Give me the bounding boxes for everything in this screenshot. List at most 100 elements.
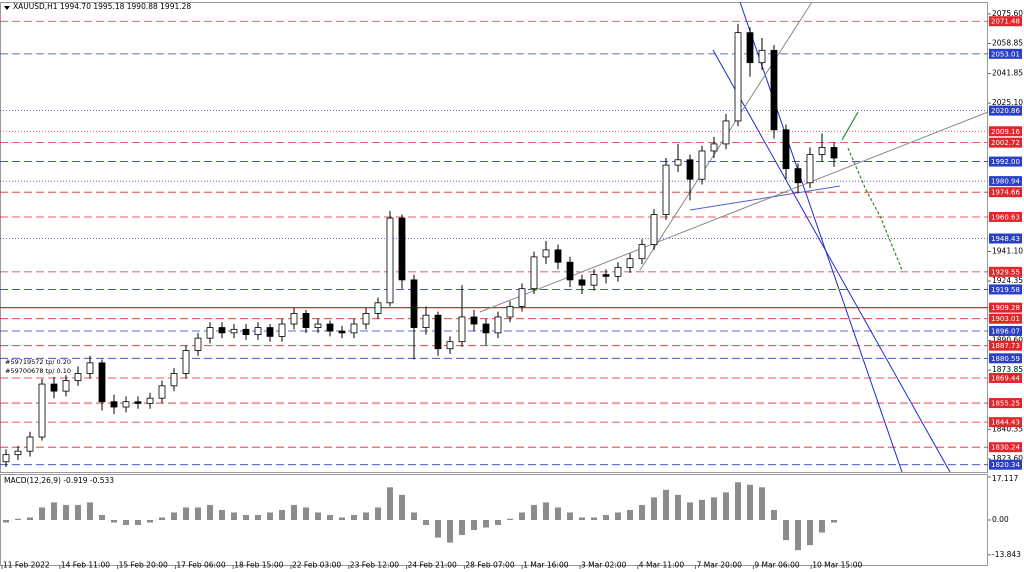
macd-bar bbox=[651, 497, 657, 520]
order-annotation: #59700678 tp/ 0.10 bbox=[5, 367, 71, 375]
candle-body bbox=[74, 373, 82, 381]
macd-bar bbox=[111, 520, 117, 523]
y-tick-label: 1924.35 bbox=[992, 276, 1023, 285]
candle-body bbox=[518, 288, 526, 307]
candle-body bbox=[398, 217, 406, 281]
macd-bar bbox=[543, 502, 549, 520]
candle-body bbox=[734, 32, 742, 122]
macd-bar bbox=[675, 494, 681, 520]
x-tick-label: 11 Feb 2022 bbox=[3, 561, 50, 570]
candle-body bbox=[770, 49, 778, 131]
candle-body bbox=[434, 314, 442, 350]
candle-body bbox=[158, 385, 166, 399]
level-label: 1919.58 bbox=[991, 286, 1020, 294]
candle-body bbox=[26, 436, 34, 452]
level-tag bbox=[989, 176, 1022, 187]
macd-bar bbox=[219, 509, 225, 520]
macd-bar bbox=[495, 520, 501, 526]
level-label: 2071.48 bbox=[991, 18, 1020, 26]
candle-body bbox=[722, 120, 730, 145]
candle-body bbox=[182, 350, 190, 374]
y-tick-label: -13.843 bbox=[992, 550, 1021, 559]
candle-body bbox=[818, 147, 826, 155]
macd-bar bbox=[639, 504, 645, 520]
forecast-arrow bbox=[841, 111, 859, 141]
level-label: 1960.63 bbox=[991, 213, 1020, 221]
candle-body bbox=[170, 373, 178, 387]
macd-bar bbox=[3, 520, 9, 523]
candle-body bbox=[590, 274, 598, 286]
macd-bar bbox=[567, 512, 573, 520]
candle-body bbox=[146, 397, 154, 404]
macd-bar bbox=[711, 497, 717, 520]
macd-bar bbox=[723, 492, 729, 520]
candle-body bbox=[254, 327, 262, 336]
macd-bar bbox=[231, 512, 237, 520]
candle-body bbox=[446, 341, 454, 350]
candle-body bbox=[386, 217, 394, 304]
level-label: 1929.55 bbox=[991, 268, 1020, 276]
y-tick-label: 1941.10 bbox=[992, 246, 1023, 255]
candle-body bbox=[830, 147, 838, 159]
y-tick-label: 2041.85 bbox=[992, 69, 1023, 78]
candle-body bbox=[698, 150, 706, 180]
macd-bar bbox=[351, 514, 357, 520]
trend-line bbox=[689, 185, 841, 211]
macd-bar bbox=[447, 520, 453, 543]
menu-arrow bbox=[4, 6, 10, 10]
x-tick-label: 28 Feb 07:00 bbox=[465, 561, 514, 570]
x-tick-label: 1 Mar 16:00 bbox=[523, 561, 569, 570]
foreground-layer: 2075.60 2058.85 2041.85 2025.10 1941.10 1924.… bbox=[1, 9, 1023, 570]
candle-body bbox=[194, 337, 202, 351]
candle-body bbox=[218, 327, 226, 334]
y-tick-label: 1823.60 bbox=[992, 454, 1023, 463]
macd-bar bbox=[27, 517, 33, 520]
macd-bar bbox=[39, 507, 45, 520]
x-tick-label: 24 Feb 21:00 bbox=[408, 561, 457, 570]
candle-body bbox=[134, 401, 142, 404]
candle-body bbox=[338, 330, 346, 334]
x-tick-label: 10 Mar 15:00 bbox=[812, 561, 862, 570]
candle-body bbox=[86, 362, 94, 374]
candle-body bbox=[470, 316, 478, 325]
candle-body bbox=[662, 164, 670, 215]
macd-bar bbox=[735, 482, 741, 520]
channel-line bbox=[712, 49, 951, 473]
level-tag bbox=[989, 137, 1022, 148]
macd-bar bbox=[15, 518, 21, 520]
level-tag bbox=[989, 126, 1022, 137]
candle-body bbox=[494, 316, 502, 334]
macd-bar bbox=[195, 507, 201, 520]
chart-title: XAUUSD,H1 1994.70 1995.18 1990.88 1991.2… bbox=[13, 2, 191, 11]
level-tag bbox=[989, 417, 1022, 428]
candle-body bbox=[422, 314, 430, 328]
candle-body bbox=[686, 159, 694, 180]
level-tag bbox=[989, 459, 1022, 470]
candle-body bbox=[806, 154, 814, 184]
level-label: 1948.43 bbox=[991, 235, 1020, 243]
macd-bar bbox=[699, 499, 705, 520]
level-tag bbox=[989, 442, 1022, 453]
forecast-arrow bbox=[847, 147, 903, 271]
y-tick-label: 1890.60 bbox=[992, 336, 1023, 345]
level-label: 2009.16 bbox=[991, 128, 1020, 136]
macd-bar bbox=[315, 512, 321, 520]
candle-body bbox=[410, 279, 418, 328]
macd-bar bbox=[363, 512, 369, 520]
candle-body bbox=[350, 323, 358, 334]
candle-body bbox=[638, 244, 646, 260]
macd-bar bbox=[483, 520, 489, 528]
candle-body bbox=[230, 328, 238, 334]
y-tick-label: 2025.10 bbox=[992, 98, 1023, 107]
level-label: 1887.73 bbox=[991, 342, 1020, 350]
macd-bar bbox=[387, 487, 393, 520]
macd-bar bbox=[747, 484, 753, 520]
macd-bar bbox=[183, 507, 189, 520]
macd-bar bbox=[507, 518, 513, 520]
macd-bar bbox=[819, 520, 825, 533]
level-tag bbox=[989, 372, 1022, 383]
level-tag bbox=[989, 233, 1022, 244]
macd-bar bbox=[255, 514, 261, 520]
macd-bar bbox=[279, 509, 285, 520]
